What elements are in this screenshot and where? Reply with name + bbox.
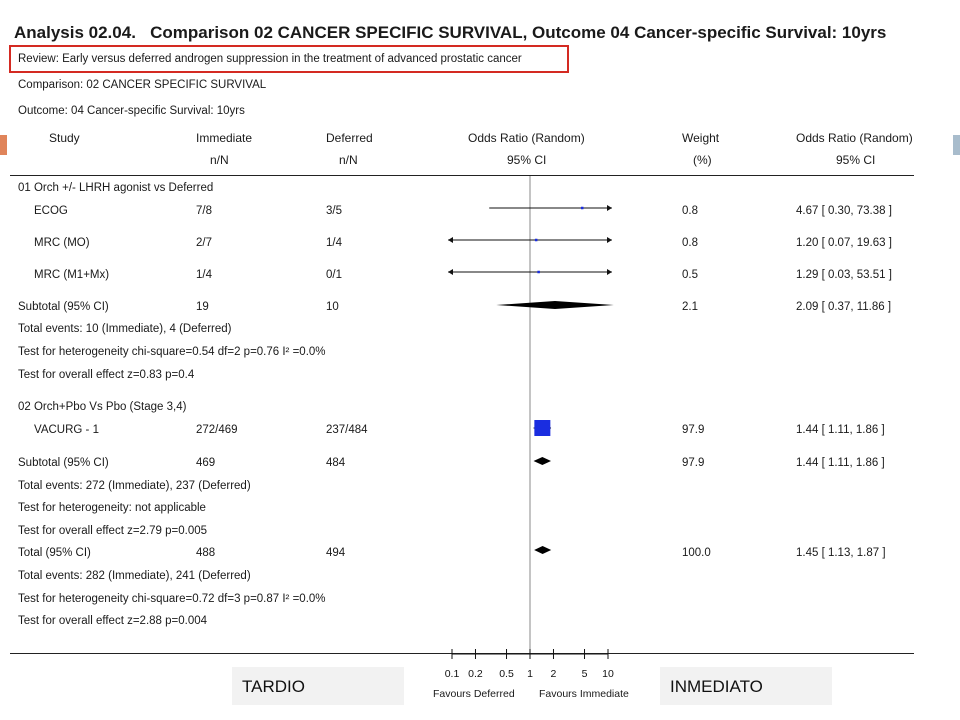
pooled-diamond — [533, 457, 552, 465]
x-tick-label: 5 — [582, 668, 588, 680]
note-line: Total events: 10 (Immediate), 4 (Deferre… — [18, 323, 232, 335]
deferred-count: 10 — [326, 301, 339, 313]
left-accent-tab — [0, 135, 7, 155]
note-line: Test for overall effect z=0.83 p=0.4 — [18, 369, 195, 381]
study-box — [580, 206, 584, 210]
note-line: Test for heterogeneity chi-square=0.54 d… — [18, 346, 326, 358]
weight-value: 97.9 — [682, 457, 705, 469]
study-name: MRC (M1+Mx) — [34, 269, 110, 281]
header-weight-sub: (%) — [693, 153, 712, 167]
comparison-line: Comparison: 02 CANCER SPECIFIC SURVIVAL — [18, 79, 267, 91]
header-study: Study — [49, 131, 80, 145]
deferred-count: 494 — [326, 547, 346, 559]
immediate-count: 19 — [196, 301, 209, 313]
bottom-right-box: INMEDIATO — [660, 667, 832, 705]
group-heading: 01 Orch +/- LHRH agonist vs Deferred — [18, 182, 214, 194]
deferred-count: 0/1 — [326, 269, 342, 281]
right-accent-tab — [953, 135, 960, 155]
total-label: Total (95% CI) — [18, 547, 91, 559]
study-box — [537, 270, 540, 274]
header-or-random-right: Odds Ratio (Random) — [796, 131, 913, 145]
note-line: Test for overall effect z=2.79 p=0.005 — [18, 525, 208, 537]
immediate-count: 7/8 — [196, 205, 212, 217]
study-box — [534, 420, 551, 436]
deferred-count: 1/4 — [326, 237, 342, 249]
x-tick-label: 1 — [527, 668, 533, 680]
header-ci-right: 95% CI — [836, 153, 876, 167]
header-weight: Weight — [682, 131, 720, 145]
header-ci: 95% CI — [507, 153, 547, 167]
header-rule — [10, 175, 914, 176]
study-name: ECOG — [34, 205, 68, 217]
x-tick-label: 0.1 — [445, 668, 460, 680]
ci-arrow-right — [607, 237, 612, 243]
bottom-right-label: INMEDIATO — [670, 677, 763, 696]
pooled-diamond — [496, 301, 614, 309]
study-name: VACURG - 1 — [34, 424, 99, 436]
note-line: Test for heterogeneity chi-square=0.72 d… — [18, 593, 326, 605]
ci-arrow-right — [607, 205, 612, 211]
subtotal-label: Subtotal (95% CI) — [18, 457, 109, 469]
header-immediate-sub: n/N — [210, 153, 229, 167]
weight-value: 97.9 — [682, 424, 705, 436]
or-value: 4.67 [ 0.30, 73.38 ] — [796, 205, 892, 217]
favours-right-label: Favours Immediate — [539, 688, 629, 700]
outcome-line: Outcome: 04 Cancer-specific Survival: 10… — [18, 105, 245, 117]
group-heading: 02 Orch+Pbo Vs Pbo (Stage 3,4) — [18, 401, 187, 413]
favours-left-label: Favours Deferred — [433, 688, 515, 700]
immediate-count: 469 — [196, 457, 216, 469]
header-deferred-sub: n/N — [339, 153, 358, 167]
subtotal-label: Subtotal (95% CI) — [18, 301, 109, 313]
note-line: Total events: 282 (Immediate), 241 (Defe… — [18, 570, 251, 582]
note-line: Total events: 272 (Immediate), 237 (Defe… — [18, 480, 251, 492]
immediate-count: 2/7 — [196, 237, 212, 249]
immediate-count: 1/4 — [196, 269, 212, 281]
analysis-title: Analysis 02.04. Comparison 02 CANCER SPE… — [14, 23, 887, 42]
or-value: 1.45 [ 1.13, 1.87 ] — [796, 547, 886, 559]
header-immediate: Immediate — [196, 131, 253, 145]
weight-value: 0.8 — [682, 237, 698, 249]
deferred-count: 237/484 — [326, 424, 368, 436]
deferred-count: 484 — [326, 457, 346, 469]
x-tick-label: 10 — [602, 668, 614, 680]
or-value: 1.29 [ 0.03, 53.51 ] — [796, 269, 892, 281]
review-line: Review: Early versus deferred androgen s… — [18, 53, 522, 65]
pooled-diamond — [534, 546, 552, 554]
weight-value: 100.0 — [682, 547, 711, 559]
x-tick-label: 2 — [551, 668, 557, 680]
header-deferred: Deferred — [326, 131, 373, 145]
x-tick-label: 0.2 — [468, 668, 483, 680]
ci-arrow-left — [448, 269, 453, 275]
note-line: Test for heterogeneity: not applicable — [18, 502, 206, 514]
weight-value: 2.1 — [682, 301, 698, 313]
immediate-count: 272/469 — [196, 424, 238, 436]
ci-arrow-left — [448, 237, 453, 243]
deferred-count: 3/5 — [326, 205, 342, 217]
study-box — [534, 238, 538, 242]
study-name: MRC (MO) — [34, 237, 90, 249]
review-highlight-box — [9, 45, 569, 73]
x-tick-label: 0.5 — [499, 668, 514, 680]
weight-value: 0.5 — [682, 269, 698, 281]
note-line: Test for overall effect z=2.88 p=0.004 — [18, 615, 208, 627]
header-or-random: Odds Ratio (Random) — [468, 131, 585, 145]
bottom-left-label: TARDIO — [242, 677, 305, 696]
or-value: 2.09 [ 0.37, 11.86 ] — [796, 301, 892, 313]
immediate-count: 488 — [196, 547, 216, 559]
bottom-left-box: TARDIO — [232, 667, 404, 705]
ci-arrow-right — [607, 269, 612, 275]
or-value: 1.20 [ 0.07, 19.63 ] — [796, 237, 892, 249]
or-value: 1.44 [ 1.11, 1.86 ] — [796, 424, 885, 436]
weight-value: 0.8 — [682, 205, 698, 217]
or-value: 1.44 [ 1.11, 1.86 ] — [796, 457, 885, 469]
